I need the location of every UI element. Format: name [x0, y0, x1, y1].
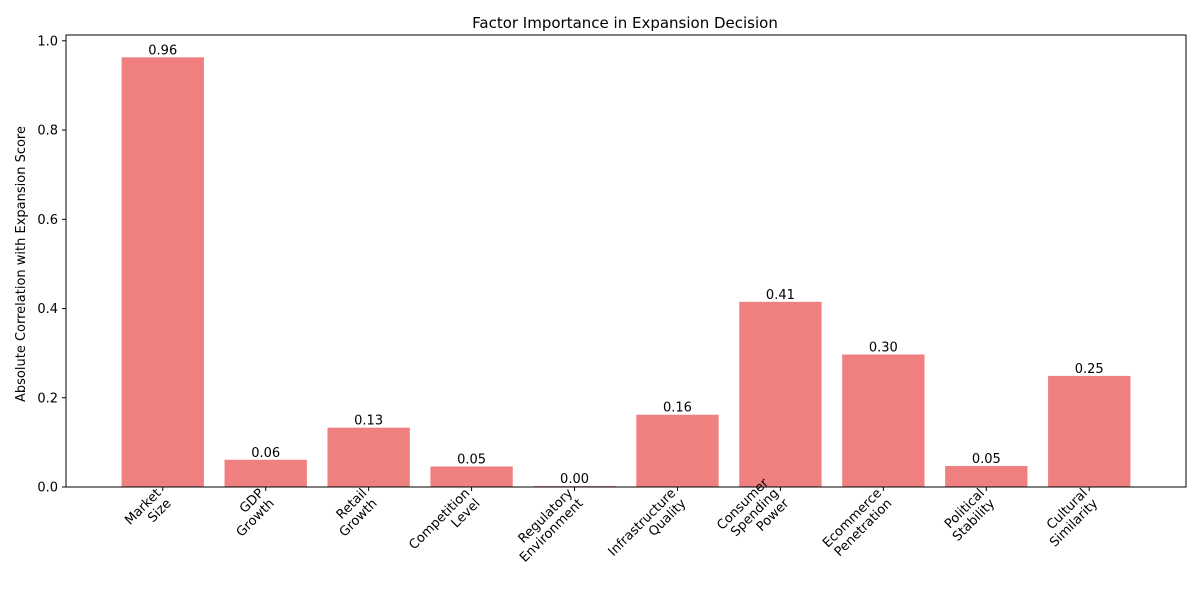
bar	[1048, 375, 1131, 487]
bar-value-label: 0.25	[1075, 362, 1104, 377]
x-tick-label: PoliticalStability	[940, 486, 999, 545]
bar	[224, 459, 307, 487]
bars-group	[121, 57, 1131, 488]
x-tick-label: CulturalSimilarity	[1037, 486, 1102, 551]
bar-value-label: 0.13	[354, 414, 383, 429]
x-tick-label: RetailGrowth	[326, 486, 380, 540]
bar-value-label: 0.00	[560, 472, 589, 487]
y-tick-label: 0.4	[37, 302, 58, 317]
bar	[636, 414, 719, 487]
x-tick-label: InfrastructureQuality	[606, 486, 690, 570]
bar	[945, 466, 1028, 487]
bar-value-label: 0.05	[972, 452, 1001, 467]
y-axis-label: Absolute Correlation with Expansion Scor…	[14, 126, 29, 402]
bar	[327, 427, 410, 487]
x-tick-label: EcommercePenetration	[820, 486, 895, 561]
bar-labels-group: 0.96 0.06 0.13 0.05 0.00 0.16 0.41 0.30 0.05 0.25	[148, 43, 1103, 487]
y-axis-ticks: 0.0 0.2 0.4 0.6 0.8 1.0	[37, 34, 66, 496]
y-tick-label: 0.0	[37, 481, 58, 496]
bar-value-label: 0.96	[148, 43, 177, 58]
y-tick-label: 1.0	[37, 34, 58, 49]
x-tick-label: GDPGrowth	[223, 486, 277, 540]
plot-frame	[65, 34, 1187, 488]
x-tick-label: CompetitionLevel	[406, 486, 483, 563]
x-axis-ticks: MarketSize GDPGrowth RetailGrowth Competiti…	[122, 475, 1102, 570]
bar-value-label: 0.06	[251, 446, 280, 461]
bar	[430, 466, 513, 487]
bar	[842, 354, 925, 487]
x-tick-label: RegulatoryEnvironment	[507, 486, 587, 566]
y-tick-label: 0.8	[37, 124, 58, 139]
bar-value-label: 0.41	[766, 288, 795, 303]
bar-value-label: 0.05	[457, 452, 486, 467]
bar	[739, 301, 822, 487]
bar-value-label: 0.16	[663, 401, 692, 416]
y-tick-label: 0.2	[37, 391, 58, 406]
y-tick-label: 0.6	[37, 213, 58, 228]
x-tick-label: MarketSize	[122, 486, 174, 538]
chart-title: Factor Importance in Expansion Decision	[472, 14, 778, 32]
bar-value-label: 0.30	[869, 340, 898, 355]
bar	[121, 57, 204, 488]
